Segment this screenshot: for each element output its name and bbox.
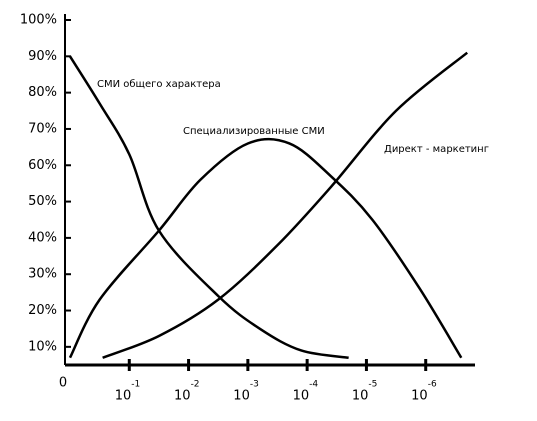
x-tick-label: 10: [293, 389, 310, 404]
x-tick-exponent: -2: [191, 380, 200, 390]
y-tick-label: 30%: [28, 267, 57, 282]
x-tick-label: 10: [174, 389, 191, 404]
line-series: [68, 55, 349, 359]
y-tick-label: 80%: [28, 85, 57, 100]
y-tick-label: 100%: [20, 13, 57, 28]
x-tick-exponent: -1: [131, 380, 140, 390]
line-series: [102, 51, 469, 359]
x-tick-label: 0: [59, 376, 67, 391]
x-tick-label: 10: [115, 389, 132, 404]
series-label: Специализированные СМИ: [183, 126, 325, 137]
x-tick-label: 10: [352, 389, 369, 404]
line-series: [68, 137, 463, 359]
x-tick-label: 10: [411, 389, 428, 404]
y-tick-label: 50%: [28, 194, 57, 209]
x-tick-exponent: -4: [309, 380, 318, 390]
x-tick-exponent: -5: [368, 380, 377, 390]
y-tick-label: 40%: [28, 230, 57, 245]
x-tick-label: 10: [233, 389, 250, 404]
y-tick-label: 70%: [28, 121, 57, 136]
y-tick-label: 20%: [28, 303, 57, 318]
y-tick-label: 60%: [28, 158, 57, 173]
series-label: Директ - маркетинг: [384, 144, 489, 155]
y-tick-label: 10%: [28, 339, 57, 354]
series-label: СМИ общего характера: [97, 79, 221, 90]
x-tick-exponent: -3: [250, 380, 259, 390]
y-tick-label: 90%: [28, 49, 57, 64]
x-tick-exponent: -6: [428, 380, 437, 390]
